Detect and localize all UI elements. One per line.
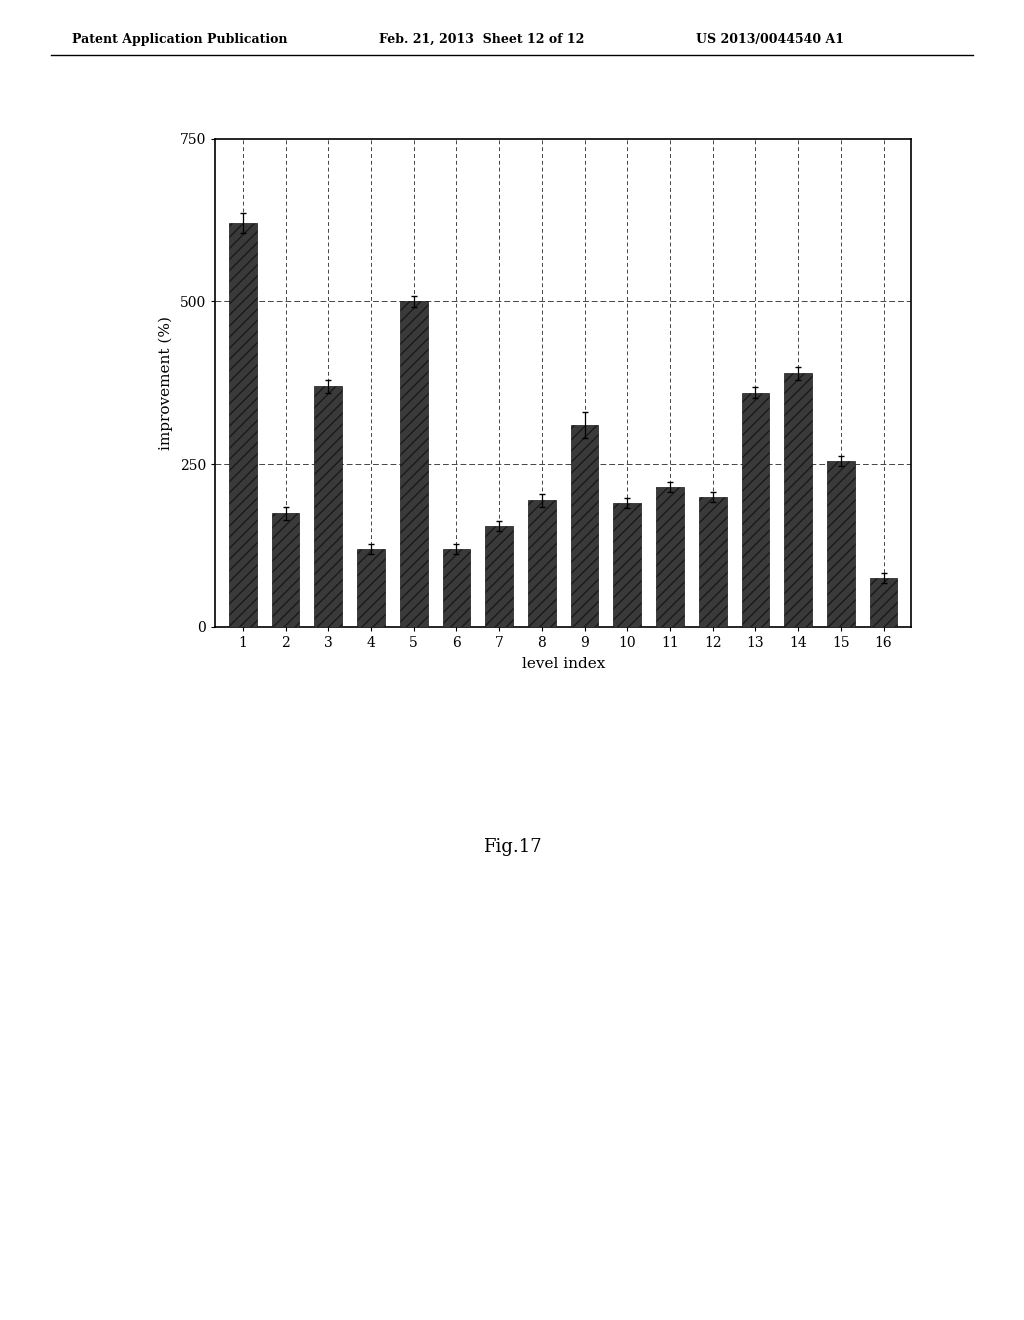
- Bar: [613, 503, 641, 627]
- Y-axis label: improvement (%): improvement (%): [159, 315, 173, 450]
- Bar: [784, 374, 812, 627]
- Bar: [741, 392, 769, 627]
- Text: Fig.17: Fig.17: [482, 838, 542, 857]
- Bar: [442, 549, 470, 627]
- Bar: [528, 500, 556, 627]
- Bar: [399, 301, 428, 627]
- Bar: [869, 578, 897, 627]
- Bar: [357, 549, 385, 627]
- X-axis label: level index: level index: [521, 657, 605, 671]
- Bar: [229, 223, 257, 627]
- Bar: [656, 487, 684, 627]
- Text: US 2013/0044540 A1: US 2013/0044540 A1: [696, 33, 845, 46]
- Bar: [827, 461, 855, 627]
- Bar: [271, 513, 299, 627]
- Text: Patent Application Publication: Patent Application Publication: [72, 33, 287, 46]
- Bar: [314, 385, 342, 627]
- Text: Feb. 21, 2013  Sheet 12 of 12: Feb. 21, 2013 Sheet 12 of 12: [379, 33, 585, 46]
- Bar: [698, 496, 727, 627]
- Bar: [485, 527, 513, 627]
- Bar: [570, 425, 598, 627]
